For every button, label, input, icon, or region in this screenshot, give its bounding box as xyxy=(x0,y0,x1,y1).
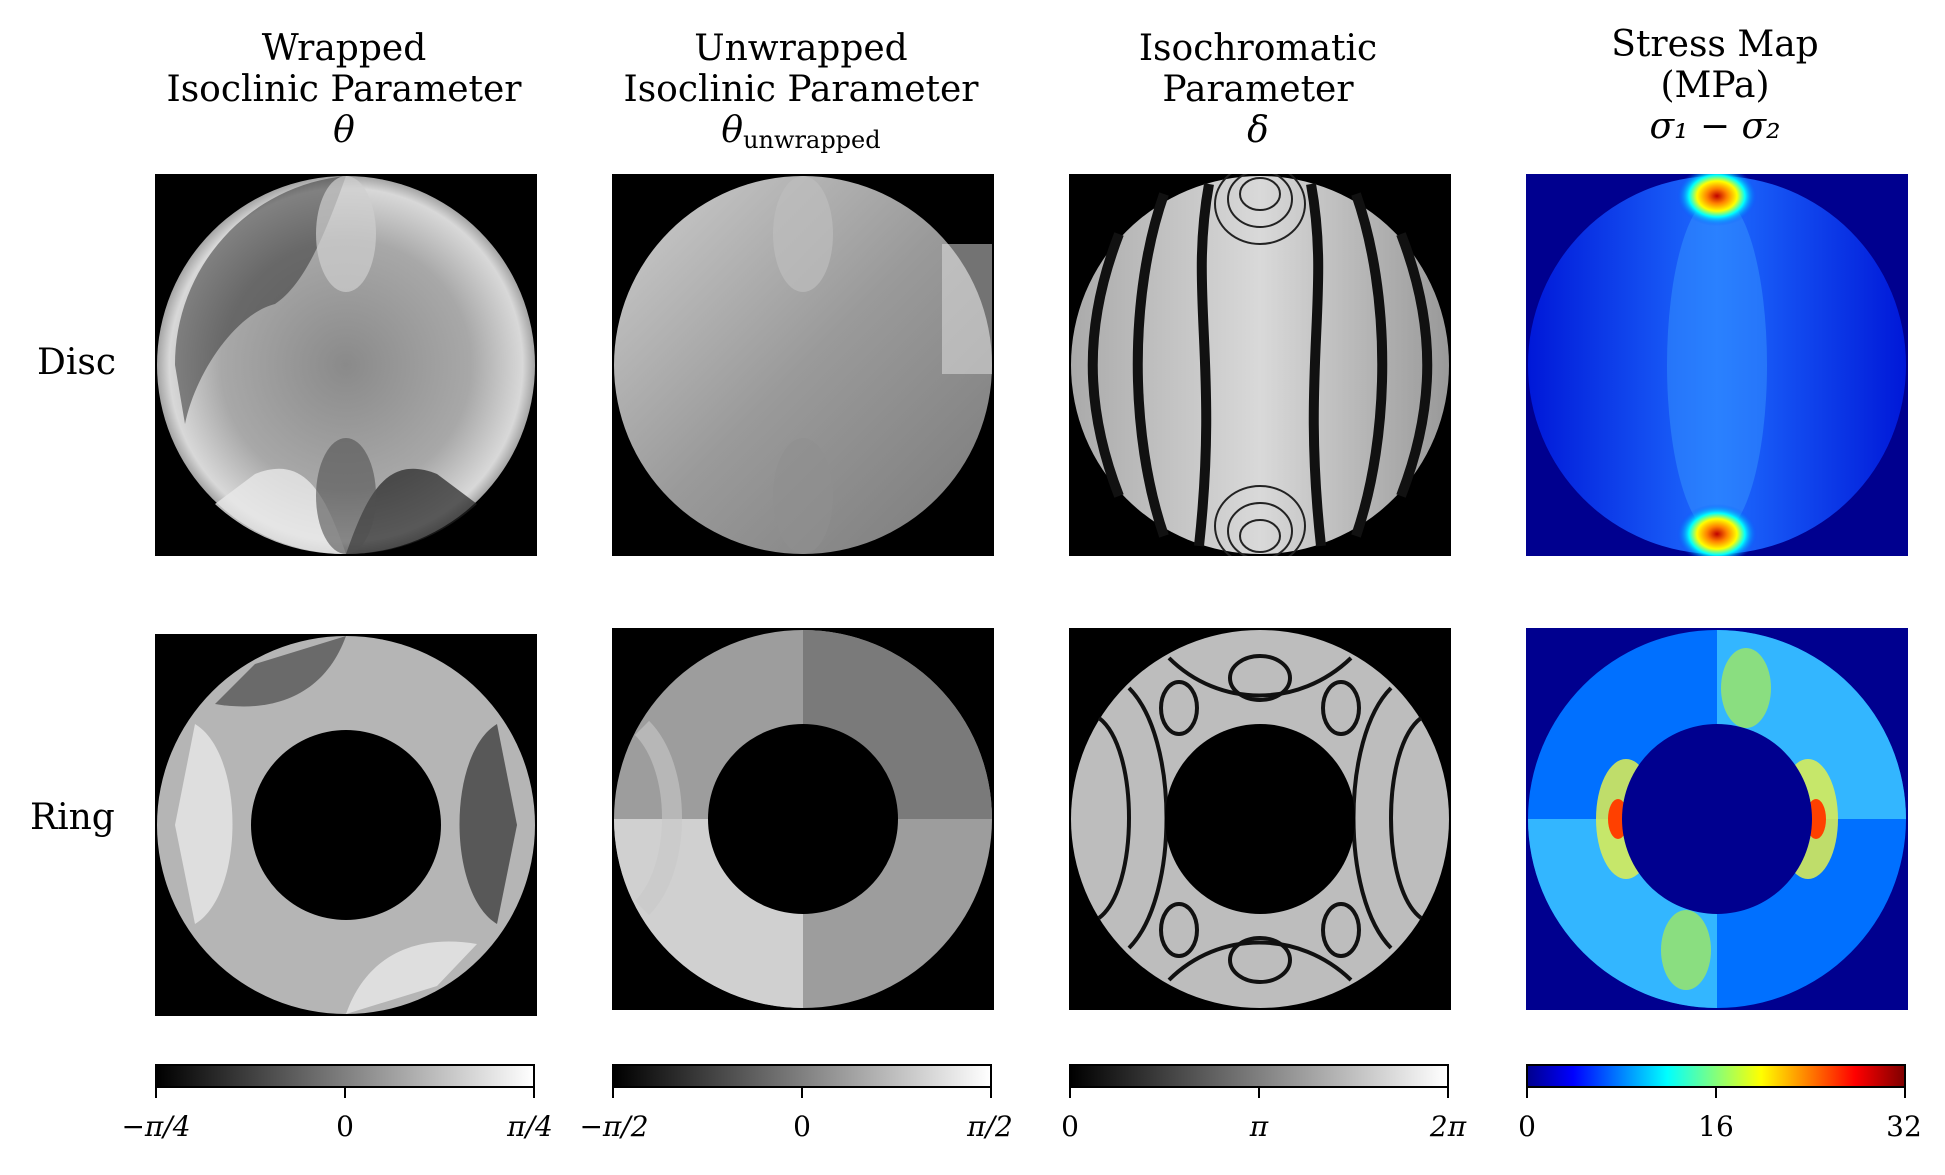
panel-ring-unwrapped xyxy=(612,628,994,1010)
panel-ring-stress xyxy=(1526,628,1908,1010)
colorbar-tick xyxy=(612,1088,614,1098)
panel-ring-wrapped xyxy=(155,634,537,1016)
colorbar-tick-label: −π/4 xyxy=(121,1110,191,1143)
colorbar-tick xyxy=(533,1088,535,1098)
colorbar-tick-label: 2π xyxy=(1429,1110,1467,1143)
col-title-wrapped: Wrapped Isoclinic Parameter θ xyxy=(134,28,554,151)
col-title-unwrapped: Unwrapped Isoclinic Parameter θunwrapped xyxy=(591,28,1011,161)
colorbar-tick-label: π/4 xyxy=(507,1110,553,1143)
col-title-symbol: θ xyxy=(333,110,355,151)
col-title-line1: Isochromatic xyxy=(1138,28,1378,69)
panel-disc-wrapped xyxy=(155,174,537,556)
col-title-line2: Isoclinic Parameter xyxy=(623,69,979,110)
colorbar-tick xyxy=(1904,1088,1906,1098)
colorbar-tick-label: 0 xyxy=(1061,1110,1079,1143)
colorbar-tick-label: π/2 xyxy=(967,1110,1013,1143)
row-label-disc: Disc xyxy=(37,342,117,383)
colorbar-tick xyxy=(801,1088,803,1098)
colorbar-tick-label: π xyxy=(1249,1110,1269,1143)
colorbar-isochromatic xyxy=(1069,1064,1449,1088)
col-title-line2: Isoclinic Parameter xyxy=(166,69,522,110)
col-title-symbol-sub: unwrapped xyxy=(743,126,881,154)
colorbar-tick xyxy=(1447,1088,1449,1098)
panel-disc-isochromatic xyxy=(1069,174,1451,556)
panel-ring-isochromatic xyxy=(1069,628,1451,1010)
colorbar-tick xyxy=(1258,1088,1260,1098)
colorbar-tick xyxy=(1069,1088,1071,1098)
colorbar-wrapped xyxy=(155,1064,535,1088)
colorbar-unwrapped xyxy=(612,1064,992,1088)
col-title-line2: (MPa) xyxy=(1660,65,1770,106)
col-title-line2: Parameter xyxy=(1162,69,1354,110)
colorbar-tick-label: 0 xyxy=(1518,1110,1536,1143)
col-title-symbol: δ xyxy=(1247,110,1269,151)
col-title-line1: Unwrapped xyxy=(694,28,908,69)
col-title-symbol: σ₁ − σ₂ xyxy=(1649,106,1781,147)
colorbar-tick xyxy=(344,1088,346,1098)
col-title-symbol: θ xyxy=(721,110,744,151)
colorbar-tick xyxy=(1715,1088,1717,1098)
colorbar-tick xyxy=(1526,1088,1528,1098)
row-label-ring: Ring xyxy=(30,797,115,838)
colorbar-tick-label: 16 xyxy=(1698,1110,1734,1143)
col-title-line1: Wrapped xyxy=(261,28,427,69)
colorbar-tick-label: 32 xyxy=(1886,1110,1922,1143)
colorbar-stress xyxy=(1526,1064,1906,1088)
panel-disc-stress xyxy=(1526,174,1908,556)
col-title-line1: Stress Map xyxy=(1611,24,1819,65)
colorbar-tick xyxy=(990,1088,992,1098)
col-title-symbol-wrap: θunwrapped xyxy=(591,110,1011,161)
colorbar-tick xyxy=(155,1088,157,1098)
panel-disc-unwrapped xyxy=(612,174,994,556)
colorbar-tick-label: 0 xyxy=(336,1110,354,1143)
colorbar-tick-label: −π/2 xyxy=(579,1110,649,1143)
col-title-stress: Stress Map (MPa) σ₁ − σ₂ xyxy=(1505,24,1925,147)
col-title-isochromatic: Isochromatic Parameter δ xyxy=(1048,28,1468,151)
colorbar-tick-label: 0 xyxy=(793,1110,811,1143)
